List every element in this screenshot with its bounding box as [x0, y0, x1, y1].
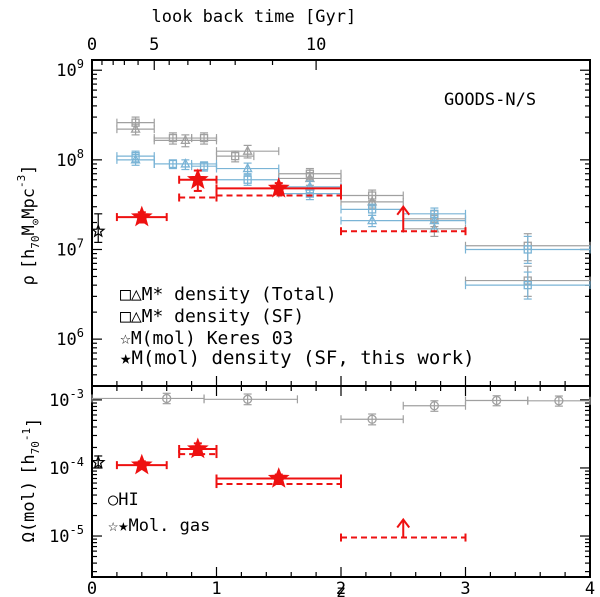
bottom-y-axis-label: Ω(mol) [h70-1] — [19, 418, 44, 543]
y-tick-base: 10 — [56, 240, 76, 260]
bottom-mol-gas-this-work--marker — [130, 453, 153, 475]
bottom-hi-marker — [491, 395, 502, 406]
top-m-density-total-triangles-marker — [130, 123, 141, 133]
bottom-y-axis-label-part: -1 — [20, 428, 33, 441]
top-y-tick-label: 106 — [56, 326, 84, 350]
bottom-y-tick-label: 10-3 — [49, 387, 84, 411]
bottom-mol-gas-this-work--limit-arrow-head — [396, 517, 411, 529]
top-m-density-sf-squares-marker — [367, 205, 377, 214]
top-m-density-total-triangles-marker — [180, 134, 191, 145]
bottom-hi-marker — [367, 414, 377, 424]
y-tick-exponent: 9 — [77, 57, 84, 71]
top-m-mol-keres-03-marker — [90, 223, 106, 238]
top-m-density-sf-triangles-marker — [242, 162, 253, 173]
top-y-axis-label-part: ρ — [19, 275, 39, 285]
top-m-density-sf-triangles-marker — [304, 180, 315, 191]
top-legend-entry: ☆M(mol) Keres 03 — [120, 328, 293, 349]
top-m-density-sf-squares-marker — [523, 245, 532, 254]
bottom-y-axis-label-part: 70 — [29, 441, 42, 454]
top-axis-label: look back time [Gyr] — [151, 7, 356, 27]
x-tick-label: 1 — [211, 579, 221, 597]
bottom-hi-marker — [429, 401, 440, 411]
bottom-legend-entry: ☆★Mol. gas — [108, 516, 210, 536]
y-tick-base: 10 — [49, 459, 69, 479]
top-m-density-sf-triangles-marker — [367, 214, 378, 225]
y-tick-base: 10 — [56, 61, 76, 81]
top-y-axis-label-part: ⊙ — [29, 219, 42, 226]
bottom-y-tick-label: 10-5 — [49, 523, 84, 547]
y-tick-exponent: 7 — [77, 236, 84, 250]
bottom-y-axis-label-part: [h — [19, 454, 39, 474]
x-tick-label: 2 — [336, 579, 346, 597]
top-y-tick-label: 108 — [56, 147, 84, 171]
y-tick-exponent: 6 — [77, 326, 84, 340]
y-tick-exponent: -3 — [70, 387, 84, 401]
top-m-density-sf-triangles-marker — [180, 158, 191, 168]
top-m-mol-density-sf-this-work--marker — [267, 177, 290, 198]
top-y-axis-label-part: 70 — [29, 236, 42, 249]
top-m-density-total-triangles-marker — [242, 145, 253, 155]
y-tick-exponent: -5 — [70, 523, 84, 537]
bottom-legend-entry: ○HI — [108, 490, 139, 510]
top-m-density-sf-squares-marker — [243, 175, 252, 184]
top-m-density-total-squares-marker — [231, 151, 240, 161]
top-y-axis-label-part: Mpc — [19, 188, 39, 219]
x-tick-label: 3 — [460, 579, 470, 597]
bottom-hi-marker — [242, 394, 253, 404]
top-y-axis-label-part: M — [19, 225, 39, 235]
top-axis-tick-label: 0 — [87, 35, 97, 55]
y-tick-base: 10 — [49, 527, 69, 547]
top-axis-tick-label: 5 — [149, 35, 159, 55]
y-tick-base: 10 — [56, 330, 76, 350]
x-tick-label: 4 — [585, 579, 595, 597]
top-axis-tick-label: 10 — [306, 35, 326, 55]
top-y-axis-label-part: ] — [19, 164, 39, 174]
bottom-hi-marker — [162, 393, 172, 404]
bottom-mol-gas-this-work--marker — [186, 437, 209, 459]
top-m-density-total-squares-marker — [199, 133, 209, 143]
x-axis-label: z — [336, 582, 346, 597]
top-m-mol-density-sf-this-work--limit-arrow-head — [396, 205, 411, 216]
top-y-tick-label: 107 — [56, 236, 84, 260]
top-m-mol-density-sf-this-work--marker — [186, 168, 209, 189]
top-legend-entry: □△M* density (Total) — [120, 284, 337, 305]
top-m-mol-density-sf-this-work--marker — [130, 205, 153, 227]
top-m-density-total-squares-marker — [168, 133, 178, 143]
x-tick-label: 0 — [87, 579, 97, 597]
y-tick-exponent: -4 — [70, 455, 84, 469]
top-y-axis-label: ρ [h70M⊙Mpc-3] — [15, 164, 42, 285]
bottom-mol-gas-this-work--marker — [267, 467, 290, 488]
bottom-keres-03-marker — [90, 454, 106, 469]
panel-annotation: GOODS-N/S — [444, 90, 536, 110]
top-y-tick-label: 109 — [56, 57, 84, 81]
top-legend-entry: ★M(mol) density (SF, this work) — [120, 347, 475, 369]
top-m-density-sf-squares-marker — [523, 281, 532, 290]
bottom-y-axis-label-part: ] — [24, 418, 44, 428]
y-tick-base: 10 — [56, 151, 76, 171]
top-m-density-sf-squares-marker — [199, 162, 209, 171]
top-y-axis-label-part: -3 — [15, 175, 28, 188]
bottom-y-tick-label: 10-4 — [49, 455, 84, 479]
y-tick-exponent: 8 — [77, 147, 84, 161]
top-m-density-sf-triangles-marker — [130, 153, 141, 164]
top-legend-entry: □△M* density (SF) — [120, 306, 304, 327]
y-tick-base: 10 — [49, 391, 69, 411]
top-y-axis-label-part: [h — [19, 249, 39, 269]
bottom-y-axis-label-part: Ω(mol) — [19, 481, 39, 542]
bottom-hi-marker — [554, 396, 564, 406]
top-m-density-sf-triangles-marker — [429, 214, 440, 225]
